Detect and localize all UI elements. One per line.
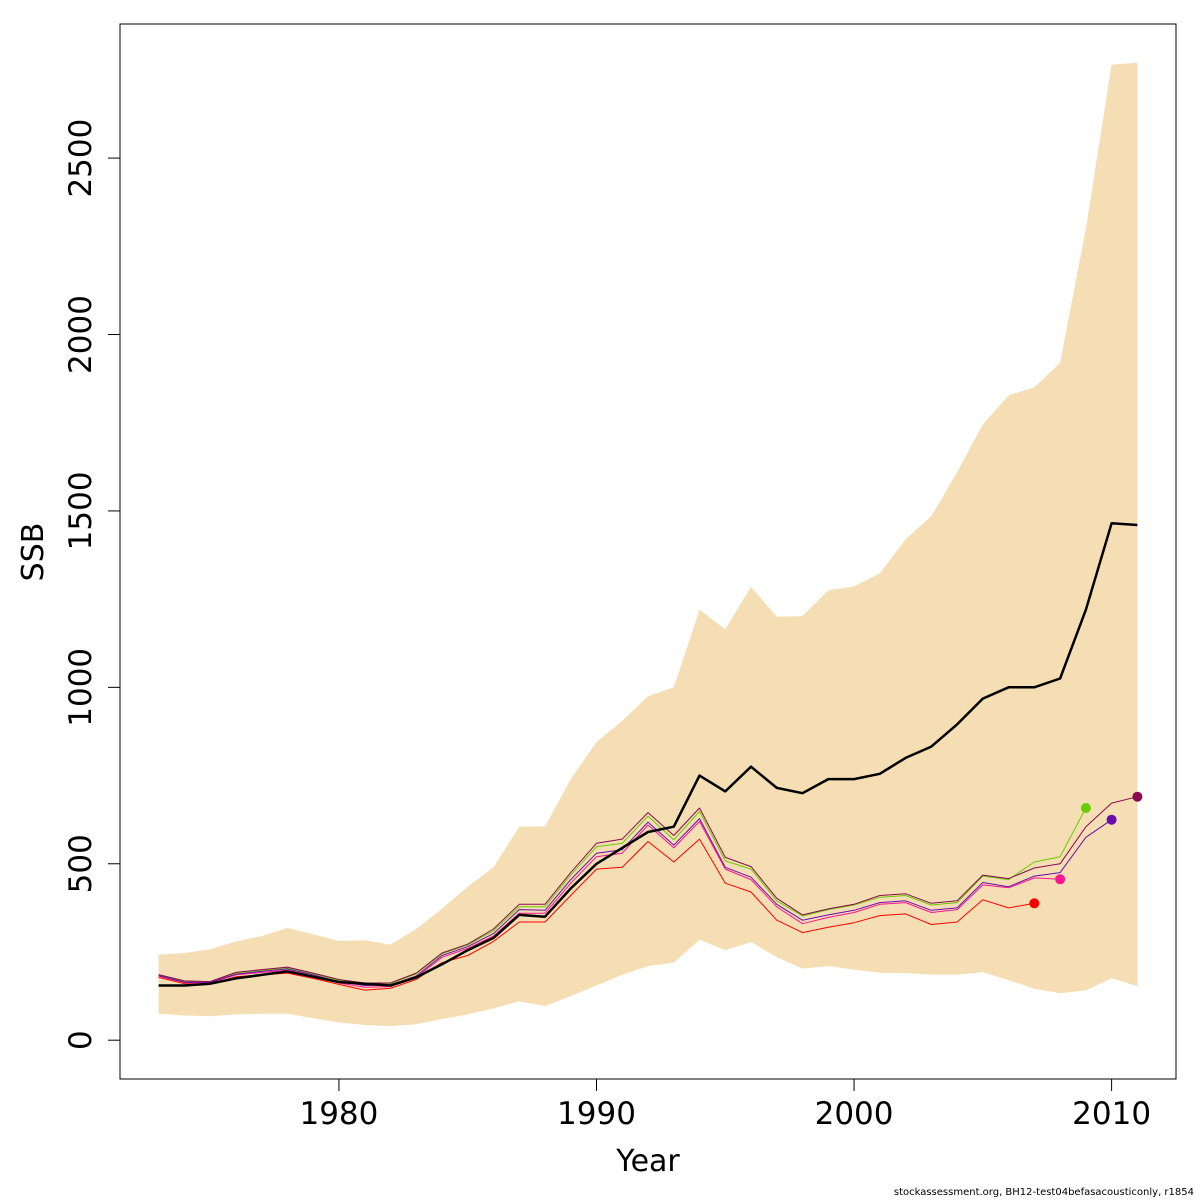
series-end-point-1: [1029, 898, 1040, 909]
x-axis-title: Year: [615, 1144, 680, 1179]
series-line-3: [158, 807, 1087, 985]
y-tick-label: 1000: [63, 648, 99, 727]
x-tick-label: 1990: [557, 1096, 636, 1132]
x-tick-label: 2000: [815, 1096, 894, 1132]
y-tick-label: 2000: [63, 295, 99, 374]
series-layer: [158, 522, 1138, 991]
x-tick-label: 1980: [299, 1096, 378, 1132]
y-axis-title: SSB: [16, 523, 51, 582]
series-line-0: [158, 522, 1138, 987]
confidence-band: [158, 62, 1138, 1027]
confidence-band-layer: [158, 62, 1138, 1027]
footer-credit: stockassessment.org, BH12-test04befasaco…: [893, 1187, 1194, 1198]
y-tick-label: 0: [63, 1030, 99, 1050]
series-line-4: [158, 818, 1112, 986]
y-axis: 0 500 1000 1500 2000 2500: [63, 119, 121, 1050]
x-tick-label: 2010: [1072, 1096, 1151, 1132]
y-tick-label: 1500: [63, 471, 99, 550]
series-end-point-2: [1055, 874, 1066, 885]
series-line-5: [158, 796, 1138, 984]
y-tick-label: 2500: [63, 119, 99, 198]
series-end-point-3: [1080, 803, 1091, 813]
series-end-point-4: [1106, 814, 1117, 825]
y-tick-label: 500: [63, 834, 99, 893]
end-marker-layer: [1029, 791, 1143, 909]
x-axis: 1980 1990 2000 2010: [299, 1078, 1151, 1132]
series-line-1: [158, 838, 1035, 991]
series-end-point-5: [1132, 791, 1143, 802]
